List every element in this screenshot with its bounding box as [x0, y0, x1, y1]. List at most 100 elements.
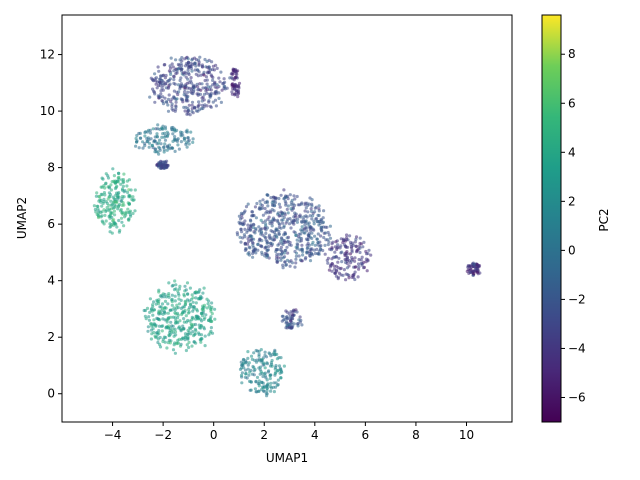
scatter-point — [276, 369, 280, 373]
scatter-point — [305, 226, 309, 230]
scatter-point — [258, 368, 262, 372]
scatter-point — [327, 233, 331, 237]
scatter-point — [265, 394, 269, 398]
scatter-point — [238, 217, 243, 221]
scatter-point — [175, 303, 179, 307]
scatter-point — [263, 226, 267, 231]
scatter-point — [172, 95, 176, 100]
scatter-point — [193, 322, 198, 327]
scatter-point — [209, 88, 213, 92]
scatter-point — [249, 226, 253, 230]
scatter-point — [335, 239, 339, 243]
scatter-point — [306, 210, 310, 214]
scatter-point — [353, 265, 357, 269]
scatter-point — [210, 301, 214, 305]
scatter-point — [122, 224, 126, 228]
scatter-point — [267, 256, 271, 260]
scatter-point — [213, 317, 217, 321]
scatter-point — [246, 252, 250, 256]
scatter-point — [279, 236, 284, 240]
scatter-point — [271, 203, 275, 208]
scatter-point — [336, 260, 340, 264]
scatter-point — [189, 81, 194, 85]
scatter-point — [182, 90, 187, 94]
scatter-point — [133, 209, 137, 213]
scatter-point — [170, 102, 174, 106]
scatter-point — [171, 132, 175, 136]
scatter-point — [186, 57, 190, 61]
scatter-point — [234, 92, 238, 96]
y-tick-label: 6 — [47, 217, 55, 231]
scatter-point — [186, 336, 190, 340]
scatter-point — [114, 222, 118, 226]
scatter-point — [157, 145, 161, 149]
colorbar-tick-label: 4 — [568, 145, 576, 159]
scatter-point — [264, 238, 268, 242]
scatter-point — [176, 291, 180, 295]
y-tick-label: 4 — [47, 274, 55, 288]
scatter-point — [353, 277, 357, 282]
scatter-point — [182, 93, 186, 97]
scatter-point — [102, 191, 106, 195]
scatter-point — [306, 203, 310, 207]
scatter-point — [193, 106, 197, 110]
scatter-point — [303, 209, 307, 213]
scatter-point — [339, 266, 343, 270]
scatter-point — [315, 217, 319, 221]
scatter-point — [127, 217, 131, 221]
scatter-point — [157, 69, 161, 73]
scatter-point — [304, 206, 308, 210]
scatter-point — [150, 332, 154, 336]
scatter-point — [237, 214, 241, 218]
scatter-point — [340, 260, 344, 264]
scatter-point — [110, 202, 114, 206]
scatter-point — [188, 319, 192, 323]
scatter-point — [222, 84, 226, 88]
scatter-point — [282, 188, 286, 192]
scatter-point — [170, 303, 174, 307]
scatter-point — [163, 96, 167, 100]
scatter-point — [96, 213, 100, 217]
scatter-point — [251, 255, 255, 259]
scatter-point — [167, 281, 171, 285]
scatter-point — [187, 299, 191, 303]
scatter-point — [312, 228, 316, 232]
scatter-point — [238, 367, 243, 371]
scatter-point — [107, 214, 111, 219]
scatter-point — [178, 284, 182, 288]
scatter-point — [162, 295, 166, 299]
scatter-point — [240, 363, 244, 367]
scatter-point — [288, 264, 292, 268]
scatter-point — [352, 272, 356, 276]
scatter-point — [163, 142, 167, 146]
scatter-point — [286, 251, 290, 255]
x-tick-label: 4 — [311, 428, 319, 442]
scatter-point — [197, 296, 201, 300]
scatter-point — [231, 70, 235, 74]
scatter-point — [173, 294, 177, 298]
scatter-point — [291, 202, 295, 206]
scatter-point — [242, 361, 246, 365]
scatter-point — [162, 135, 166, 139]
scatter-point — [279, 376, 283, 380]
scatter-point — [172, 77, 176, 82]
scatter-point — [179, 342, 183, 346]
scatter-point — [275, 383, 279, 387]
scatter-point — [213, 98, 218, 102]
scatter-point — [119, 199, 123, 203]
scatter-point — [246, 237, 250, 241]
scatter-point — [321, 216, 325, 220]
scatter-point — [148, 310, 152, 314]
scatter-point — [184, 300, 188, 304]
scatter-point — [127, 193, 131, 197]
scatter-point — [242, 222, 246, 226]
scatter-point — [182, 105, 186, 109]
scatter-point — [173, 316, 177, 320]
y-tick-label: 2 — [47, 330, 55, 344]
scatter-point — [274, 257, 279, 261]
scatter-point — [203, 86, 207, 90]
scatter-point — [336, 245, 340, 249]
scatter-point — [235, 72, 239, 76]
scatter-point — [209, 94, 213, 98]
